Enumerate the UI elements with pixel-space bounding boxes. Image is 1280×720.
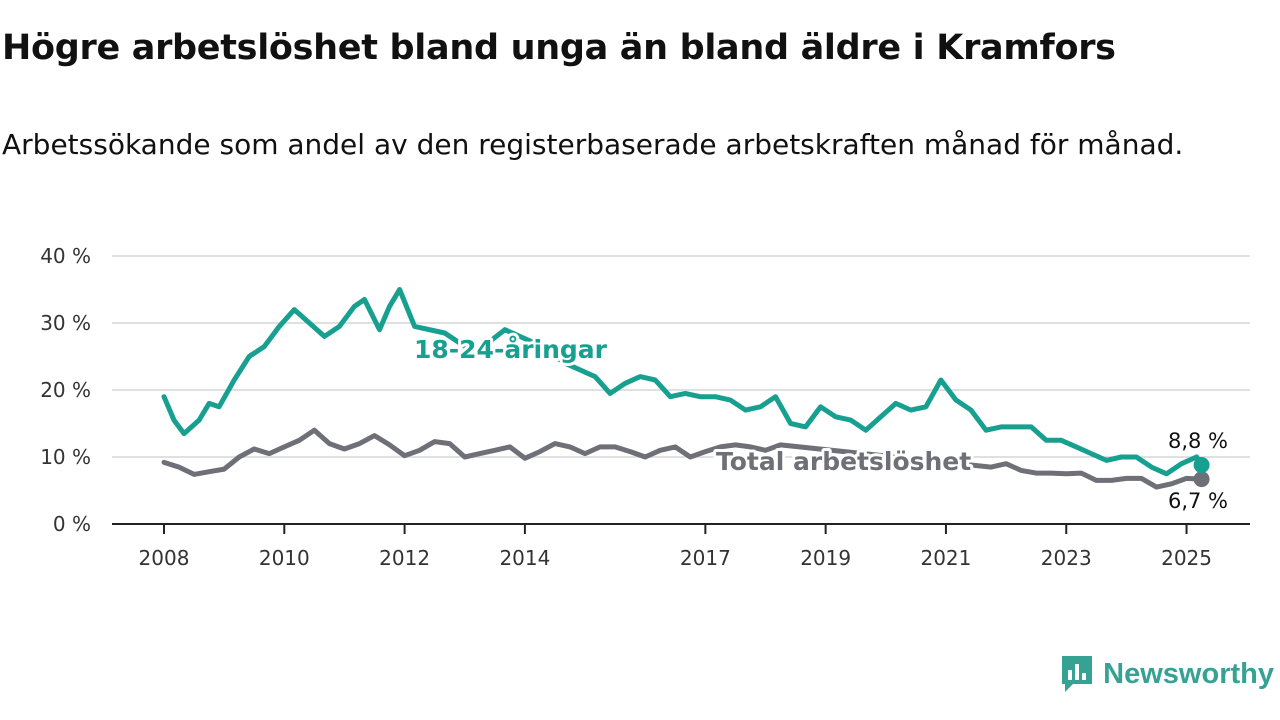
x-tick-label: 2014 bbox=[499, 546, 550, 570]
x-axis-ticks: 2008 2010 2012 2014 2017 2019 2021 2023 2025 bbox=[139, 524, 1212, 570]
x-tick-label: 2025 bbox=[1161, 546, 1212, 570]
series-lines bbox=[161, 287, 1205, 490]
line-total bbox=[161, 427, 1205, 490]
x-tick-label: 2023 bbox=[1041, 546, 1092, 570]
bar-chart-speech-bubble-icon bbox=[1062, 656, 1093, 692]
series-label-total: Total arbetslöshet bbox=[716, 447, 971, 476]
x-tick-label: 2010 bbox=[259, 546, 310, 570]
y-tick-label: 40 % bbox=[40, 244, 91, 268]
x-tick-label: 2008 bbox=[139, 546, 190, 570]
brand: Newsworthy bbox=[1059, 654, 1274, 694]
series-labels: 18-24-åringar Total arbetslöshet 8,8 % 6… bbox=[411, 332, 1228, 513]
chart-title: Högre arbetslöshet bland unga än bland ä… bbox=[2, 28, 1116, 68]
brand-name: Newsworthy bbox=[1103, 657, 1274, 690]
x-tick-label: 2021 bbox=[920, 546, 971, 570]
y-tick-label: 30 % bbox=[40, 311, 91, 335]
x-tick-label: 2019 bbox=[800, 546, 851, 570]
y-tick-label: 10 % bbox=[40, 445, 91, 469]
series-label-youth: 18-24-åringar bbox=[414, 335, 608, 364]
x-tick-label: 2017 bbox=[680, 546, 731, 570]
y-tick-label: 0 % bbox=[53, 512, 91, 536]
chart-subtitle: Arbetssökande som andel av den registerb… bbox=[2, 128, 1184, 161]
y-tick-label: 20 % bbox=[40, 378, 91, 402]
line-youth bbox=[161, 287, 1205, 477]
x-tick-label: 2012 bbox=[379, 546, 430, 570]
end-label-total: 6,7 % bbox=[1168, 489, 1228, 513]
y-axis-ticks: 0 % 10 % 20 % 30 % 40 % bbox=[40, 244, 91, 536]
gridlines bbox=[112, 255, 1250, 458]
end-markers bbox=[1193, 457, 1210, 488]
end-marker bbox=[1193, 457, 1210, 474]
end-marker bbox=[1193, 471, 1210, 488]
end-label-youth: 8,8 % bbox=[1168, 429, 1228, 453]
